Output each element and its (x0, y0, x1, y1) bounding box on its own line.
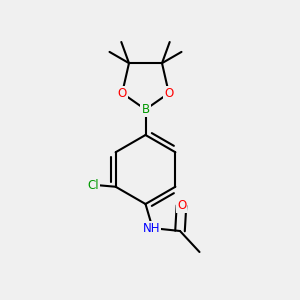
Text: NH: NH (143, 221, 160, 235)
Text: O: O (118, 87, 127, 100)
Text: O: O (164, 87, 173, 100)
Text: Cl: Cl (87, 179, 99, 192)
Text: O: O (177, 199, 186, 212)
Text: B: B (141, 103, 150, 116)
